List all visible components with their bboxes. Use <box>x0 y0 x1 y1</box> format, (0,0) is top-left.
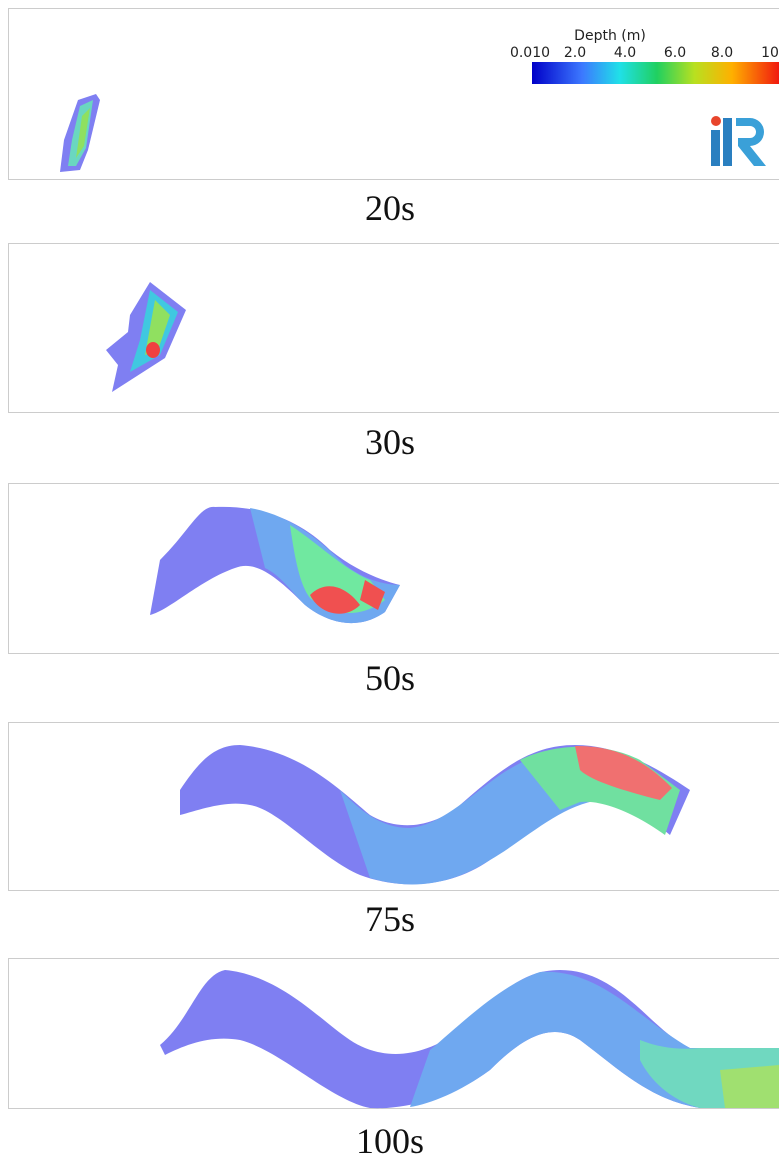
flow-shape <box>180 745 690 884</box>
caption: 30s <box>365 422 415 462</box>
panel-frame <box>9 484 779 654</box>
page: Depth (m) 0.010 2.0 4.0 6.0 8.0 10 <box>0 0 779 1162</box>
panel-frame <box>9 244 779 413</box>
colorbar-tick: 0.010 <box>510 45 550 61</box>
caption: 100s <box>356 1121 424 1161</box>
caption: 20s <box>365 188 415 228</box>
flow-shape <box>60 94 100 172</box>
panel-frame <box>9 9 779 180</box>
flow-shape <box>150 507 400 623</box>
caption: 75s <box>365 899 415 939</box>
figure: Depth (m) 0.010 2.0 4.0 6.0 8.0 10 <box>0 0 779 1162</box>
colorbar-tick: 6.0 <box>664 45 686 61</box>
colorbar-tick: 2.0 <box>564 45 586 61</box>
colorbar-title: Depth (m) <box>574 28 646 44</box>
colorbar-tick: 10 <box>761 45 779 61</box>
flow-shape <box>106 282 186 392</box>
flow-shape <box>160 970 779 1108</box>
logo <box>711 116 766 166</box>
colorbar <box>532 62 779 84</box>
colorbar-tick: 8.0 <box>711 45 733 61</box>
colorbar-tick: 4.0 <box>614 45 636 61</box>
caption: 50s <box>365 658 415 698</box>
